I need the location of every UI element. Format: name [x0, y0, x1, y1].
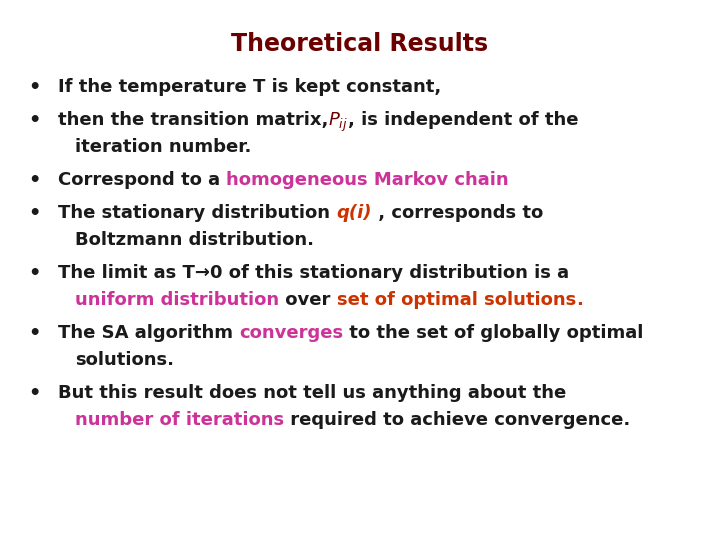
Text: •: • [28, 78, 40, 97]
Text: number of iterations: number of iterations [75, 411, 284, 429]
Text: , corresponds to: , corresponds to [372, 204, 543, 222]
Text: If the temperature T is kept constant,: If the temperature T is kept constant, [58, 78, 441, 96]
Text: uniform distribution: uniform distribution [75, 291, 279, 309]
Text: solutions.: solutions. [75, 351, 174, 369]
Text: •: • [28, 204, 40, 223]
Text: homogeneous Markov chain: homogeneous Markov chain [226, 171, 509, 189]
Text: converges: converges [239, 324, 343, 342]
Text: •: • [28, 384, 40, 403]
Text: over: over [279, 291, 337, 309]
Text: •: • [28, 171, 40, 190]
Text: .: . [576, 291, 583, 309]
Text: The limit as T→0 of this stationary distribution is a: The limit as T→0 of this stationary dist… [58, 264, 569, 282]
Text: The SA algorithm: The SA algorithm [58, 324, 239, 342]
Text: q(i): q(i) [336, 204, 372, 222]
Text: But this result does not tell us anything about the: But this result does not tell us anythin… [58, 384, 566, 402]
Text: Theoretical Results: Theoretical Results [231, 32, 489, 56]
Text: •: • [28, 324, 40, 343]
Text: required to achieve convergence.: required to achieve convergence. [284, 411, 631, 429]
Text: then the transition matrix,: then the transition matrix, [58, 111, 328, 129]
Text: Boltzmann distribution.: Boltzmann distribution. [75, 231, 314, 249]
Text: Correspond to a: Correspond to a [58, 171, 226, 189]
Text: •: • [28, 264, 40, 283]
Text: •: • [28, 111, 40, 130]
Text: set of optimal solutions: set of optimal solutions [337, 291, 576, 309]
Text: to the set of globally optimal: to the set of globally optimal [343, 324, 644, 342]
Text: , is independent of the: , is independent of the [348, 111, 579, 129]
Text: $P_{ij}$: $P_{ij}$ [328, 111, 348, 134]
Text: The stationary distribution: The stationary distribution [58, 204, 336, 222]
Text: iteration number.: iteration number. [75, 138, 251, 156]
